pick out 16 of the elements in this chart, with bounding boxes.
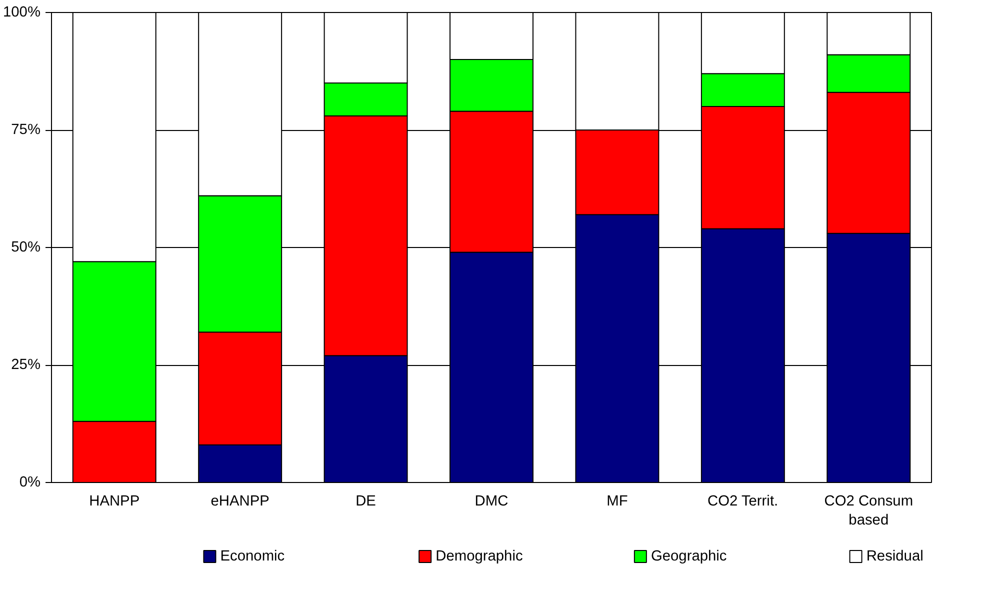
x-tick-label: HANPP (89, 494, 140, 510)
x-tick-label: CO2 Territ. (708, 494, 778, 510)
y-tick-label: 25% (11, 357, 41, 373)
legend-label: Demographic (436, 548, 523, 564)
x-tick-label: DMC (474, 494, 509, 510)
y-tick-label: 0% (19, 474, 41, 490)
x-tick-label: eHANPP (210, 494, 270, 510)
y-tick-label: 75% (11, 122, 41, 138)
legend-label: Economic (220, 548, 285, 564)
x-tick-label: DE (356, 494, 376, 510)
y-tick-label: 50% (11, 240, 41, 256)
legend-label: Geographic (650, 548, 727, 564)
y-tick-label: 100% (3, 4, 41, 20)
x-tick-label: MF (606, 494, 628, 510)
legend-label: Residual (866, 548, 924, 564)
x-tick-label: CO2 Consum based (824, 494, 914, 529)
